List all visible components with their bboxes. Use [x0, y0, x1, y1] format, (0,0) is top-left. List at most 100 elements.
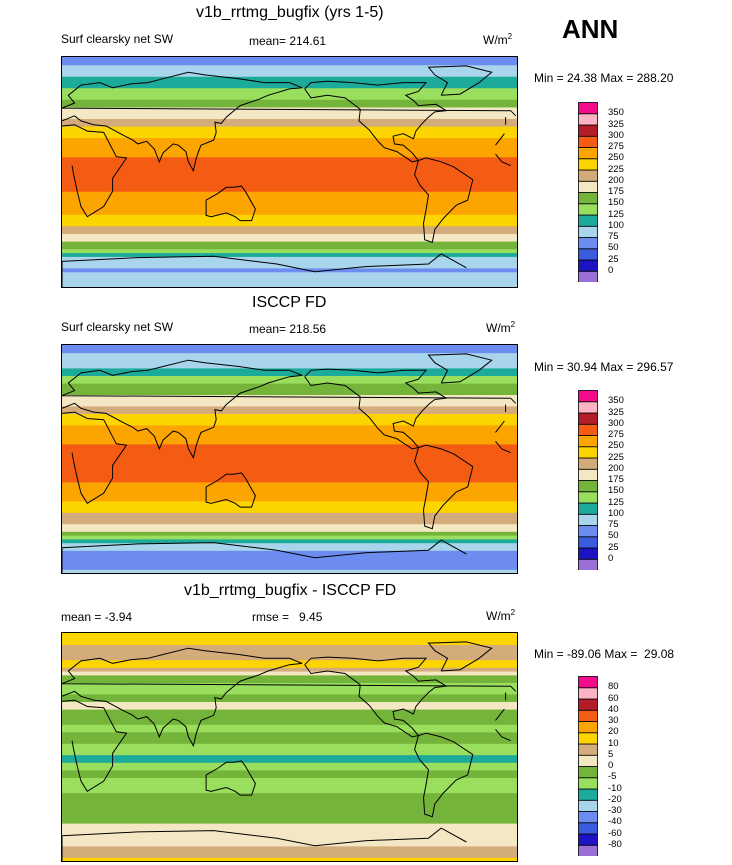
map-band — [62, 535, 517, 540]
map-band — [62, 424, 517, 430]
map-band — [62, 118, 517, 123]
map-band — [62, 122, 517, 127]
map-band — [62, 648, 517, 653]
map-band — [62, 76, 517, 81]
map-band — [62, 440, 517, 445]
map-band — [62, 447, 517, 452]
colorbar-tick-label: -10 — [608, 782, 622, 794]
coastline-africa — [62, 124, 128, 218]
coastline-australia — [205, 760, 256, 796]
map-band — [62, 137, 517, 142]
map-band — [62, 210, 517, 215]
map-band — [62, 781, 517, 786]
colorbar-box — [578, 423, 598, 436]
colorbar-tick-label: 225 — [608, 163, 624, 175]
map-band — [62, 712, 517, 718]
map-band — [62, 807, 517, 813]
colorbar-box — [578, 401, 598, 414]
map-band — [62, 152, 517, 158]
map-band — [62, 402, 517, 407]
panel-2-mean-label: mean= 218.56 — [249, 322, 327, 336]
map-band — [62, 674, 517, 680]
map-band — [62, 345, 517, 350]
panel-2-minmax: Min = 30.94 Max = 296.57 — [534, 360, 674, 374]
map-band — [62, 87, 517, 93]
panel-1-mean-label: mean= 214.61 — [249, 34, 327, 48]
map-band — [62, 160, 517, 165]
map-band — [62, 451, 517, 456]
map-band — [62, 64, 517, 70]
coastline-africa — [495, 133, 505, 146]
map-band — [62, 179, 517, 185]
map-band — [62, 516, 517, 521]
season-label: ANN — [562, 14, 619, 44]
coastline-africa — [495, 708, 505, 721]
map-band — [62, 849, 517, 854]
colorbar-tick-label: 100 — [608, 507, 624, 519]
colorbar-box — [578, 435, 598, 448]
map-band — [62, 470, 517, 475]
map-band — [62, 720, 517, 725]
map-band — [62, 233, 517, 238]
map-band — [62, 569, 517, 573]
colorbar-tick-label: 0 — [608, 552, 614, 564]
colorbar-tick-label: 50 — [608, 530, 619, 542]
map-band — [62, 686, 517, 691]
colorbar-box — [578, 833, 598, 846]
colorbar-box — [578, 237, 598, 250]
map-band — [62, 644, 517, 649]
colorbar-box — [578, 457, 598, 470]
colorbar-box — [578, 822, 598, 835]
colorbar-box — [578, 743, 598, 756]
map-band — [62, 546, 517, 551]
colorbar-tick-label: 150 — [608, 485, 624, 497]
map-band — [62, 531, 517, 536]
colorbar-tick-label: 350 — [608, 107, 624, 119]
map-band — [62, 172, 517, 177]
panel-3-map — [61, 632, 518, 862]
colorbar-tick-label: 325 — [608, 118, 624, 130]
map-band — [62, 164, 517, 169]
colorbar-box — [578, 270, 598, 282]
map-band — [62, 126, 517, 131]
colorbar-tick-label: -5 — [608, 771, 617, 783]
map-band — [62, 103, 517, 108]
map-band — [62, 493, 517, 498]
colorbar-box — [578, 124, 598, 137]
map-band — [62, 95, 517, 100]
map-band — [62, 129, 517, 135]
map-band — [62, 709, 517, 714]
map-band — [62, 747, 517, 752]
panel-3-minmax: Min = -89.06 Max = 29.08 — [534, 647, 675, 661]
colorbar-tick-label: 200 — [608, 462, 624, 474]
map-band — [62, 769, 517, 775]
colorbar-tick-label: -20 — [608, 793, 622, 805]
map-band — [62, 405, 517, 411]
map-band — [62, 183, 517, 188]
map-band — [62, 853, 517, 858]
map-band — [62, 830, 517, 835]
panel-2-units: W/m2 — [486, 320, 516, 335]
map-band — [62, 60, 517, 66]
map-band — [62, 538, 517, 544]
map-band — [62, 497, 517, 502]
colorbar-box — [578, 446, 598, 459]
colorbar-tick-label: 225 — [608, 451, 624, 463]
map-band — [62, 145, 517, 150]
map-band — [62, 57, 517, 62]
map-band — [62, 796, 517, 801]
map-band — [62, 348, 517, 354]
colorbar-tick-label: 275 — [608, 141, 624, 152]
map-band — [62, 218, 517, 223]
map-band — [62, 283, 517, 287]
colorbar-box — [578, 214, 598, 227]
map-band — [62, 663, 517, 668]
colorbar-box — [578, 811, 598, 824]
map-band — [62, 371, 517, 376]
map-band — [62, 701, 517, 706]
map-band — [62, 478, 517, 483]
map-band — [62, 248, 517, 254]
map-band — [62, 485, 517, 490]
map-band — [62, 705, 517, 710]
coastline-antarctica — [62, 827, 467, 847]
